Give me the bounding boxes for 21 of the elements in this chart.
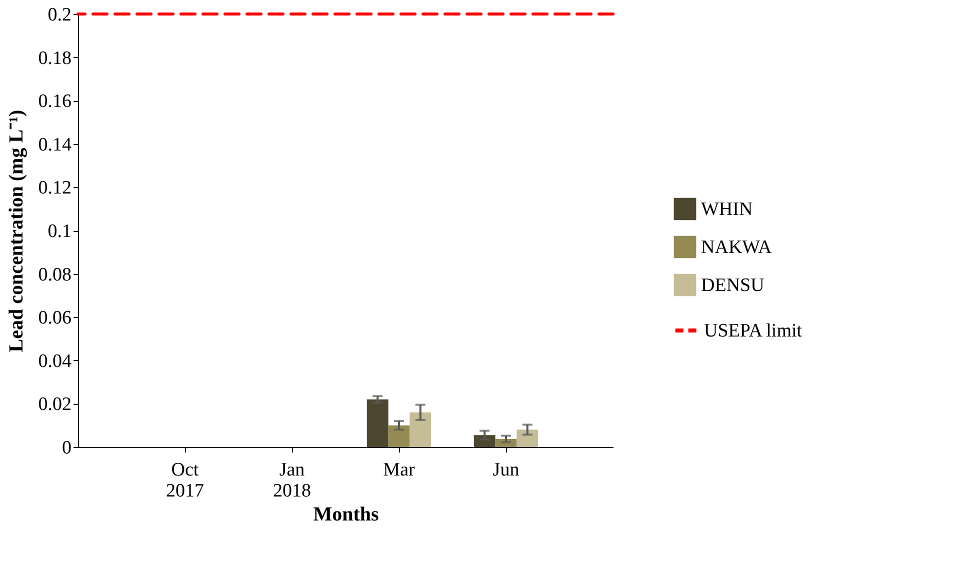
y-tick-label: 0.02 <box>38 394 72 416</box>
legend-label: NAKWA <box>701 237 772 258</box>
y-tick-label: 0.14 <box>38 134 72 156</box>
x-tick-label: Jun <box>492 460 520 480</box>
x-tick-label: Oct 2017 <box>166 460 204 502</box>
y-tick-label: 0.12 <box>38 178 72 199</box>
x-axis-title: Months <box>313 504 379 526</box>
y-tick-label: 0.2 <box>48 4 72 26</box>
legend-label: WHIN <box>701 199 753 220</box>
legend-label: DENSU <box>701 275 765 296</box>
legend-label: USEPA limit <box>704 320 803 342</box>
y-tick-label: 0.06 <box>38 308 72 329</box>
x-tick-label: Mar <box>383 460 416 480</box>
y-tick-label: 0.08 <box>38 264 72 286</box>
y-tick-label: 0.16 <box>38 91 72 112</box>
y-tick-label: 0.1 <box>48 221 72 242</box>
y-tick-label: 0 <box>62 438 72 458</box>
x-tick-label: Jan 2018 <box>273 460 311 502</box>
y-axis-title: Lead concentration (mg L⁻¹) <box>5 110 28 352</box>
y-tick-label: 0.18 <box>38 48 72 69</box>
y-tick-label: 0.04 <box>38 350 72 372</box>
